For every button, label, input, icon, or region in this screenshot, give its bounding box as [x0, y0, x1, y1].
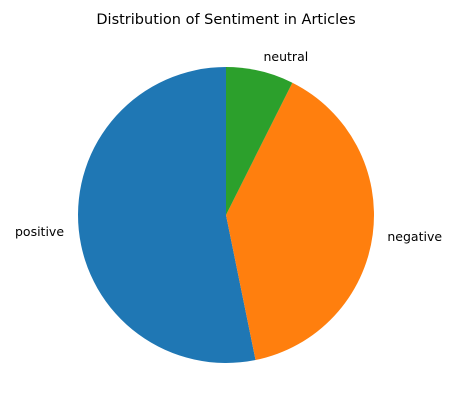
chart-title: Distribution of Sentiment in Articles: [96, 12, 355, 28]
pie-label-positive: positive: [15, 224, 64, 239]
pie-slices: [78, 67, 375, 364]
pie-label-neutral: neutral: [264, 49, 309, 64]
pie-labels: positive negative neutral: [15, 49, 442, 244]
pie-label-negative: negative: [387, 229, 442, 244]
pie-slice-neutral: [226, 67, 293, 215]
pie-slice-negative: [226, 82, 375, 361]
pie-slice-positive: [78, 67, 256, 364]
